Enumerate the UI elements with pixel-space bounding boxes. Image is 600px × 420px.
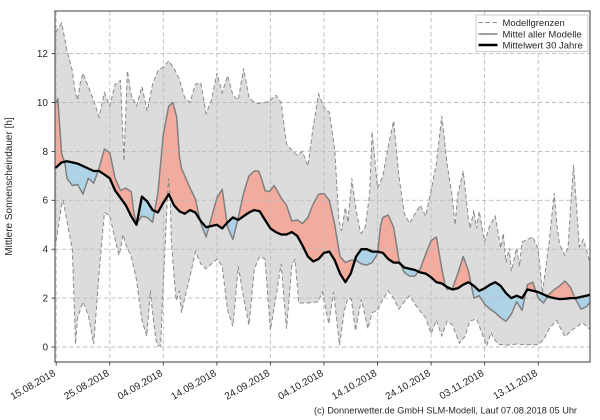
svg-text:4: 4 (42, 245, 48, 256)
svg-text:(c) Donnerwetter.de GmbH SLM-M: (c) Donnerwetter.de GmbH SLM-Modell, Lau… (314, 406, 577, 416)
svg-text:Mittelwert 30 Jahre: Mittelwert 30 Jahre (503, 40, 583, 51)
svg-text:12: 12 (37, 49, 49, 60)
svg-text:Mittel aller Modelle: Mittel aller Modelle (503, 29, 582, 40)
svg-text:0: 0 (42, 342, 48, 353)
svg-text:2: 2 (42, 294, 48, 305)
svg-text:6: 6 (42, 196, 48, 207)
svg-text:8: 8 (42, 147, 48, 158)
svg-text:10: 10 (37, 98, 49, 109)
svg-text:Mittlere Sonnenscheindauer [h]: Mittlere Sonnenscheindauer [h] (4, 117, 15, 256)
svg-text:Modellgrenzen: Modellgrenzen (503, 18, 565, 29)
